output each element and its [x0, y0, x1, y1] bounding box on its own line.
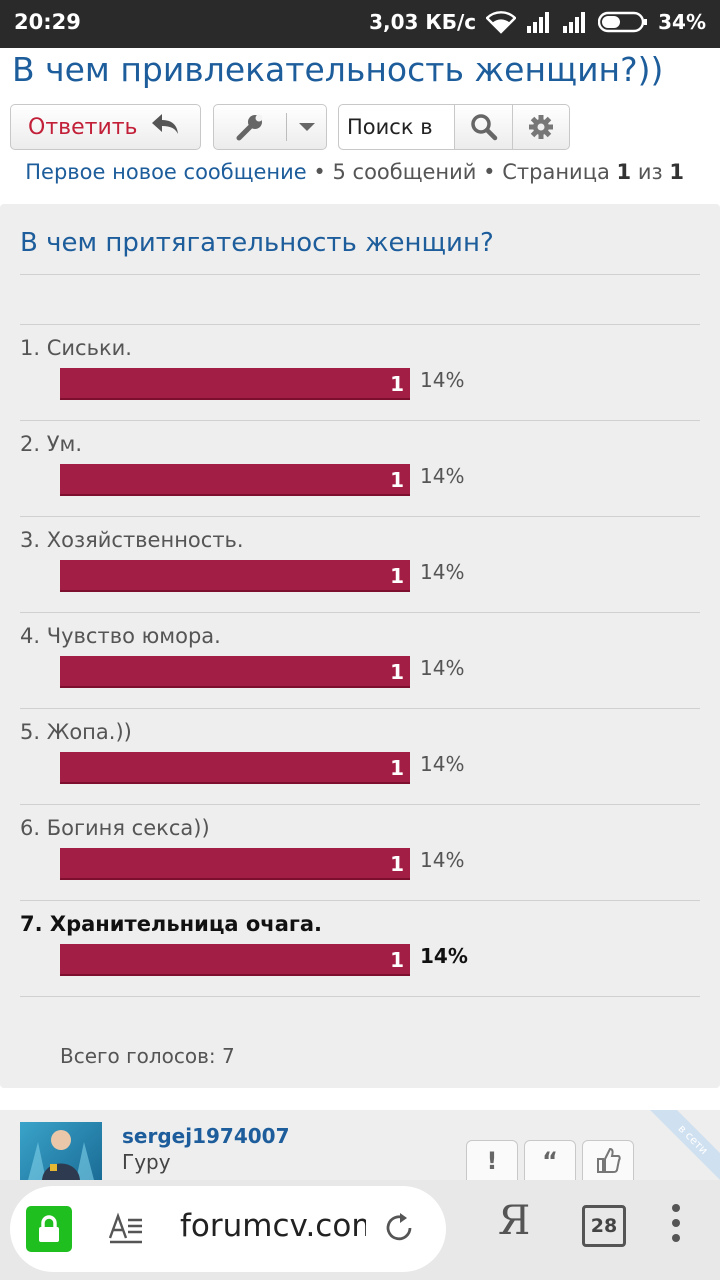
divider: [20, 996, 700, 997]
poll-option-label: 2. Ум.: [20, 432, 83, 456]
gear-icon[interactable]: [513, 105, 569, 149]
search-engine-logo[interactable]: Я: [498, 1198, 531, 1244]
poll-option-label: 7. Хранительница очага.: [20, 912, 322, 936]
poll-option: 5. Жопа.)) 1 14%: [20, 708, 700, 804]
address-bar[interactable]: forumcv.com: [10, 1186, 446, 1272]
network-speed: 3,03 КБ/с: [369, 10, 477, 34]
poll-option: 7. Хранительница очага. 1 14%: [20, 900, 700, 996]
poll-option-percent: 14%: [420, 752, 465, 776]
poll-option-percent: 14%: [420, 848, 465, 872]
poll-question: В чем притягательность женщин?: [20, 228, 494, 258]
chevron-down-icon: [287, 121, 326, 133]
url-text[interactable]: forumcv.com: [180, 1208, 366, 1244]
poll-option-count: 1: [390, 852, 404, 876]
thumbs-up-icon: [595, 1147, 621, 1180]
search-box: [338, 104, 570, 150]
battery-icon: [598, 11, 648, 33]
poll-option: 1. Сиськи. 1 14%: [20, 324, 700, 420]
poll-option: 3. Хозяйственность. 1 14%: [20, 516, 700, 612]
online-badge-label: в сети: [640, 1110, 720, 1180]
page-prefix: Страница: [502, 160, 610, 184]
poll-option-count: 1: [390, 372, 404, 396]
status-right: 3,03 КБ/с 34%: [369, 10, 706, 34]
poll-option-count: 1: [390, 468, 404, 492]
like-button[interactable]: [582, 1140, 634, 1180]
poll-option-percent: 14%: [420, 944, 468, 968]
poll-option-count: 1: [390, 660, 404, 684]
divider: [20, 900, 700, 901]
thread-title[interactable]: В чем привлекательность женщин?)): [12, 50, 664, 89]
divider: [20, 420, 700, 421]
signal-icon: [526, 11, 552, 33]
poll-option-percent: 14%: [420, 560, 465, 584]
thread-tools-button[interactable]: [213, 104, 327, 150]
reader-mode-icon[interactable]: [108, 1210, 144, 1250]
poll-option-count: 1: [390, 948, 404, 972]
post-count: 5 сообщений: [332, 160, 477, 184]
poll-option: 6. Богиня секса)) 1 14%: [20, 804, 700, 900]
poll-option: 2. Ум. 1 14%: [20, 420, 700, 516]
battery-level: 34%: [658, 10, 706, 34]
poll-option-count: 1: [390, 756, 404, 780]
poll-option-label: 4. Чувство юмора.: [20, 624, 221, 648]
reply-button-label: Ответить: [28, 114, 138, 140]
status-bar: 20:29 3,03 КБ/с 34%: [0, 0, 720, 48]
poll-option-label: 6. Богиня секса)): [20, 816, 210, 840]
search-input[interactable]: [339, 105, 455, 149]
report-button[interactable]: !: [466, 1140, 518, 1180]
search-icon[interactable]: [455, 105, 513, 149]
tabs-icon[interactable]: 28: [582, 1205, 626, 1247]
divider: [20, 804, 700, 805]
post-username[interactable]: sergej1974007: [122, 1124, 290, 1148]
menu-icon[interactable]: [672, 1204, 680, 1242]
online-badge: в сети: [638, 1110, 720, 1180]
poll-option-bar: 1: [60, 848, 410, 880]
first-new-post-link[interactable]: Первое новое сообщение: [25, 160, 307, 184]
exclamation-icon: !: [486, 1147, 498, 1175]
poll-option-bar: 1: [60, 656, 410, 688]
reply-button[interactable]: Ответить: [10, 104, 201, 150]
wifi-icon: [486, 10, 517, 34]
divider: [20, 612, 700, 613]
browser-bar: forumcv.com Я 28: [0, 1180, 720, 1280]
poll-option-bar: 1: [60, 944, 410, 976]
signal-icon: [562, 11, 588, 33]
status-time: 20:29: [14, 10, 81, 34]
pagination: Первое новое сообщение • 5 сообщений • С…: [25, 160, 684, 184]
post-user-title: Гуру: [122, 1150, 171, 1174]
poll-option-percent: 14%: [420, 656, 465, 680]
poll-option-percent: 14%: [420, 464, 465, 488]
bullet: •: [313, 160, 326, 184]
poll-option-percent: 14%: [420, 368, 465, 392]
divider: [20, 324, 700, 325]
divider: [20, 708, 700, 709]
tab-count: 28: [590, 1215, 618, 1237]
poll-option-bar: 1: [60, 752, 410, 784]
reply-arrow-icon: [150, 112, 180, 142]
poll-option-bar: 1: [60, 560, 410, 592]
poll-option-label: 3. Хозяйственность.: [20, 528, 244, 552]
poll-option-bar: 1: [60, 464, 410, 496]
quote-icon: “: [542, 1147, 558, 1175]
poll-total-votes: Всего голосов: 7: [60, 1044, 235, 1068]
poll-option-count: 1: [390, 564, 404, 588]
post-header: sergej1974007 Гуру ! “ в сети: [0, 1110, 720, 1180]
poll-option-label: 1. Сиськи.: [20, 336, 132, 360]
button-separator: [286, 113, 287, 141]
current-page: 1: [616, 160, 632, 184]
bullet: •: [483, 160, 496, 184]
divider: [20, 516, 700, 517]
poll-option-bar: 1: [60, 368, 410, 400]
reload-icon[interactable]: [382, 1210, 418, 1250]
quote-button[interactable]: “: [524, 1140, 576, 1180]
page-of: из: [637, 160, 663, 184]
total-pages: 1: [669, 160, 684, 184]
divider: [20, 274, 700, 275]
avatar[interactable]: [20, 1122, 102, 1180]
lock-icon[interactable]: [26, 1206, 72, 1252]
poll-option-label: 5. Жопа.)): [20, 720, 132, 744]
poll-panel: В чем притягательность женщин? 1. Сиськи…: [0, 204, 720, 1088]
wrench-icon: [214, 112, 286, 142]
poll-option: 4. Чувство юмора. 1 14%: [20, 612, 700, 708]
